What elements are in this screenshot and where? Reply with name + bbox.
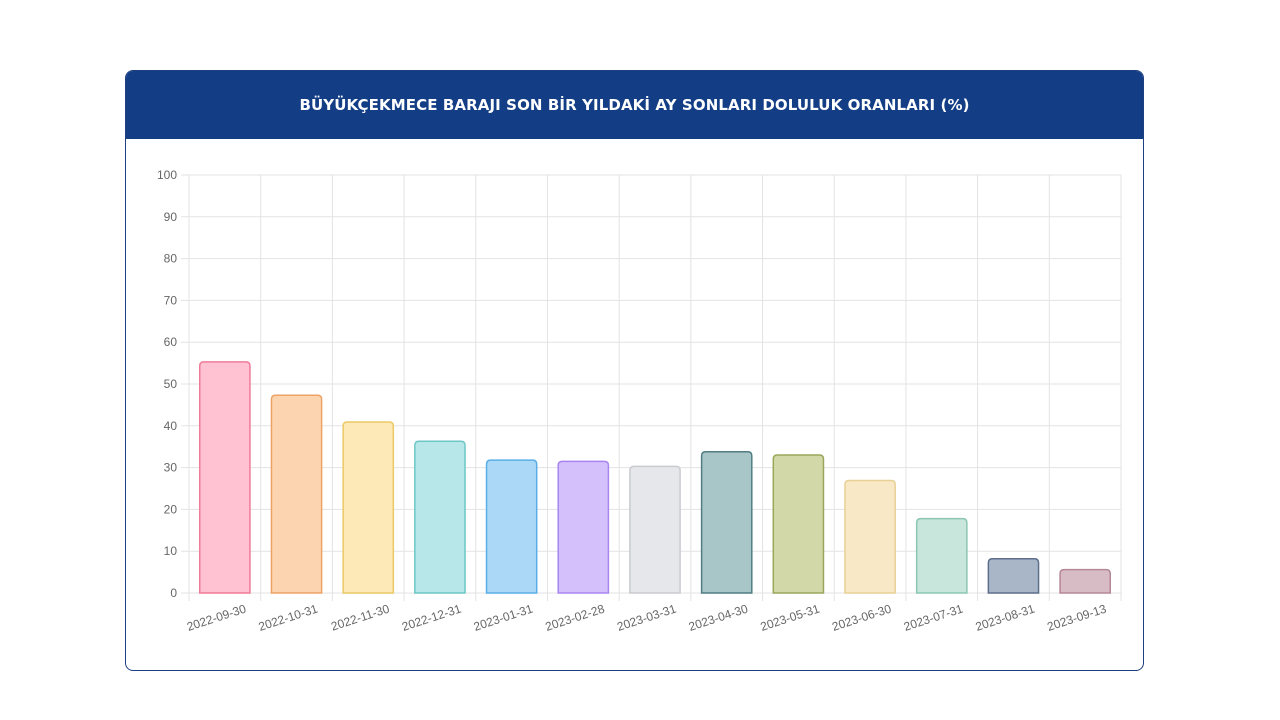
- bar: [557, 460, 610, 594]
- x-tick-label: 2023-09-13: [1045, 601, 1108, 633]
- chart-title: BÜYÜKÇEKMECE BARAJI SON BİR YILDAKİ AY S…: [126, 71, 1143, 139]
- y-tick-label: 0: [170, 586, 177, 600]
- x-tick-label: 2022-10-31: [257, 601, 320, 633]
- x-tick-label: 2023-06-30: [830, 601, 893, 633]
- x-tick-label: 2023-02-28: [544, 601, 607, 633]
- bar: [485, 459, 538, 594]
- bar: [1059, 568, 1111, 594]
- y-tick-label: 90: [164, 210, 178, 224]
- bar: [700, 450, 753, 594]
- x-tick-label: 2023-05-31: [759, 601, 822, 633]
- x-tick-label: 2023-03-31: [615, 601, 678, 633]
- x-tick-label: 2023-01-31: [472, 601, 535, 633]
- y-tick-label: 10: [164, 544, 178, 558]
- y-tick-label: 60: [164, 335, 178, 349]
- bar: [342, 421, 395, 594]
- bar: [414, 440, 466, 594]
- x-tick-label: 2022-12-31: [400, 601, 463, 633]
- chart-card: BÜYÜKÇEKMECE BARAJI SON BİR YILDAKİ AY S…: [125, 70, 1144, 671]
- y-tick-label: 50: [164, 377, 178, 391]
- bar: [270, 394, 323, 594]
- x-tick-label: 2023-07-31: [902, 601, 965, 633]
- x-tick-label: 2022-09-30: [185, 601, 248, 633]
- x-tick-label: 2023-08-31: [974, 601, 1037, 633]
- y-tick-label: 70: [164, 293, 178, 307]
- x-tick-label: 2022-11-30: [329, 601, 391, 633]
- y-tick-label: 30: [164, 461, 178, 475]
- bar: [199, 361, 251, 594]
- bar: [915, 517, 968, 594]
- bar: [629, 465, 681, 594]
- y-tick-label: 20: [164, 502, 178, 516]
- y-tick-label: 100: [157, 168, 177, 182]
- bar: [772, 454, 825, 594]
- y-tick-label: 40: [164, 419, 178, 433]
- x-tick-label: 2023-04-30: [687, 601, 750, 633]
- chart-area: 0 10 20 30 40 50 60 70 80 90 100 2022-09-30 2022-10-…: [126, 139, 1143, 670]
- bar: [987, 557, 1040, 594]
- bar: [844, 479, 896, 594]
- bar-chart: 0 10 20 30 40 50 60 70 80 90 100 2022-09-30 2022-10-…: [157, 168, 1122, 634]
- y-tick-label: 80: [164, 252, 178, 266]
